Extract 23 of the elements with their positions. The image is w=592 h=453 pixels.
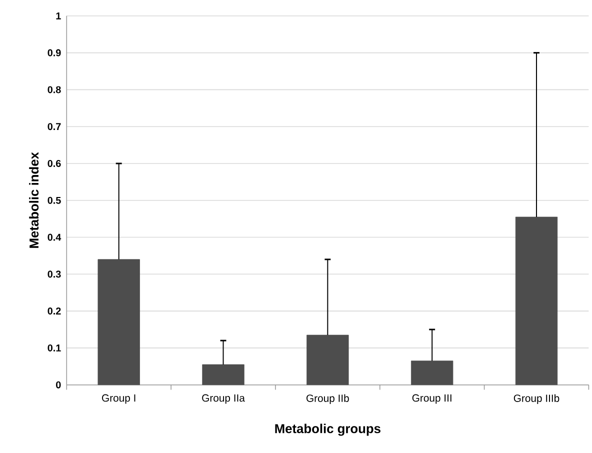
x-tick-label: Group I <box>102 394 136 404</box>
x-tick-label: Group IIa <box>202 394 245 404</box>
x-tick-label: Group IIb <box>306 394 349 404</box>
bar <box>202 364 244 385</box>
x-tick-label: Group III <box>412 394 452 404</box>
bar <box>98 258 140 385</box>
y-tick-label: 0.6 <box>48 160 61 167</box>
y-tick-label: 0.1 <box>48 344 61 352</box>
y-tick-label: 0.3 <box>48 270 61 278</box>
y-tick-label: 0.9 <box>48 49 61 56</box>
y-tick-label: 0.7 <box>48 122 61 130</box>
y-tick-label: 1 <box>56 12 61 20</box>
bar <box>411 360 454 385</box>
y-tick-label: 0 <box>56 381 61 388</box>
y-tick-label: 0.2 <box>48 307 61 314</box>
x-axis-title: Metabolic groups <box>275 424 380 436</box>
bar <box>306 334 349 385</box>
y-tick-label: 0.8 <box>48 86 61 93</box>
bar <box>515 216 558 385</box>
y-tick-label: 0.4 <box>48 234 62 241</box>
y-axis-title: Metabolic index <box>29 152 39 248</box>
y-tick-label: 0.5 <box>48 196 61 204</box>
x-tick-label: Group IIIb <box>514 394 560 404</box>
